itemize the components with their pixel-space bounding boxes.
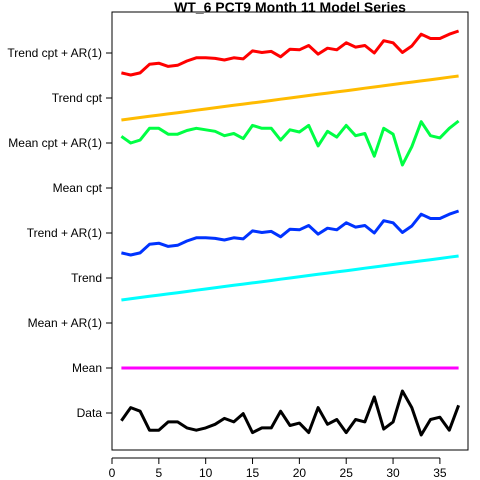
plot-frame [111,11,469,451]
row-label: Data [77,406,103,420]
series-line-mean-cpt-ar-1 [120,119,460,167]
series-layer [120,29,461,437]
row-label: Trend cpt [52,91,103,105]
x-tick-label: 5 [155,466,162,480]
row-label: Mean cpt [53,181,103,195]
x-axis: 0 5 10 15 20 25 30 35 [109,457,447,480]
x-tick-label: 10 [199,466,213,480]
row-label: Trend [71,271,102,285]
row-label: Mean cpt + AR(1) [8,136,102,150]
x-tick-label: 15 [246,466,260,480]
row-label: Mean + AR(1) [28,316,102,330]
chart-title: WT_6 PCT9 Month 11 Model Series [174,0,406,15]
row-label: Trend + AR(1) [27,226,102,240]
x-tick-label: 25 [340,466,354,480]
x-tick-label: 20 [293,466,307,480]
series-line-data [120,389,461,437]
y-axis-labels: Data Mean Mean + AR(1) Trend Trend + AR(1) Me… [7,46,112,420]
x-tick-label: 0 [109,466,116,480]
series-line-trend [121,254,459,302]
series-line-trend-ar-1 [121,209,460,257]
row-label: Mean [72,361,102,375]
series-line-trend-cpt-ar-1 [121,29,460,77]
x-tick-label: 35 [433,466,447,480]
x-tick-label: 30 [386,466,400,480]
series-line-trend-cpt [121,74,459,122]
row-label: Trend cpt + AR(1) [7,46,102,60]
